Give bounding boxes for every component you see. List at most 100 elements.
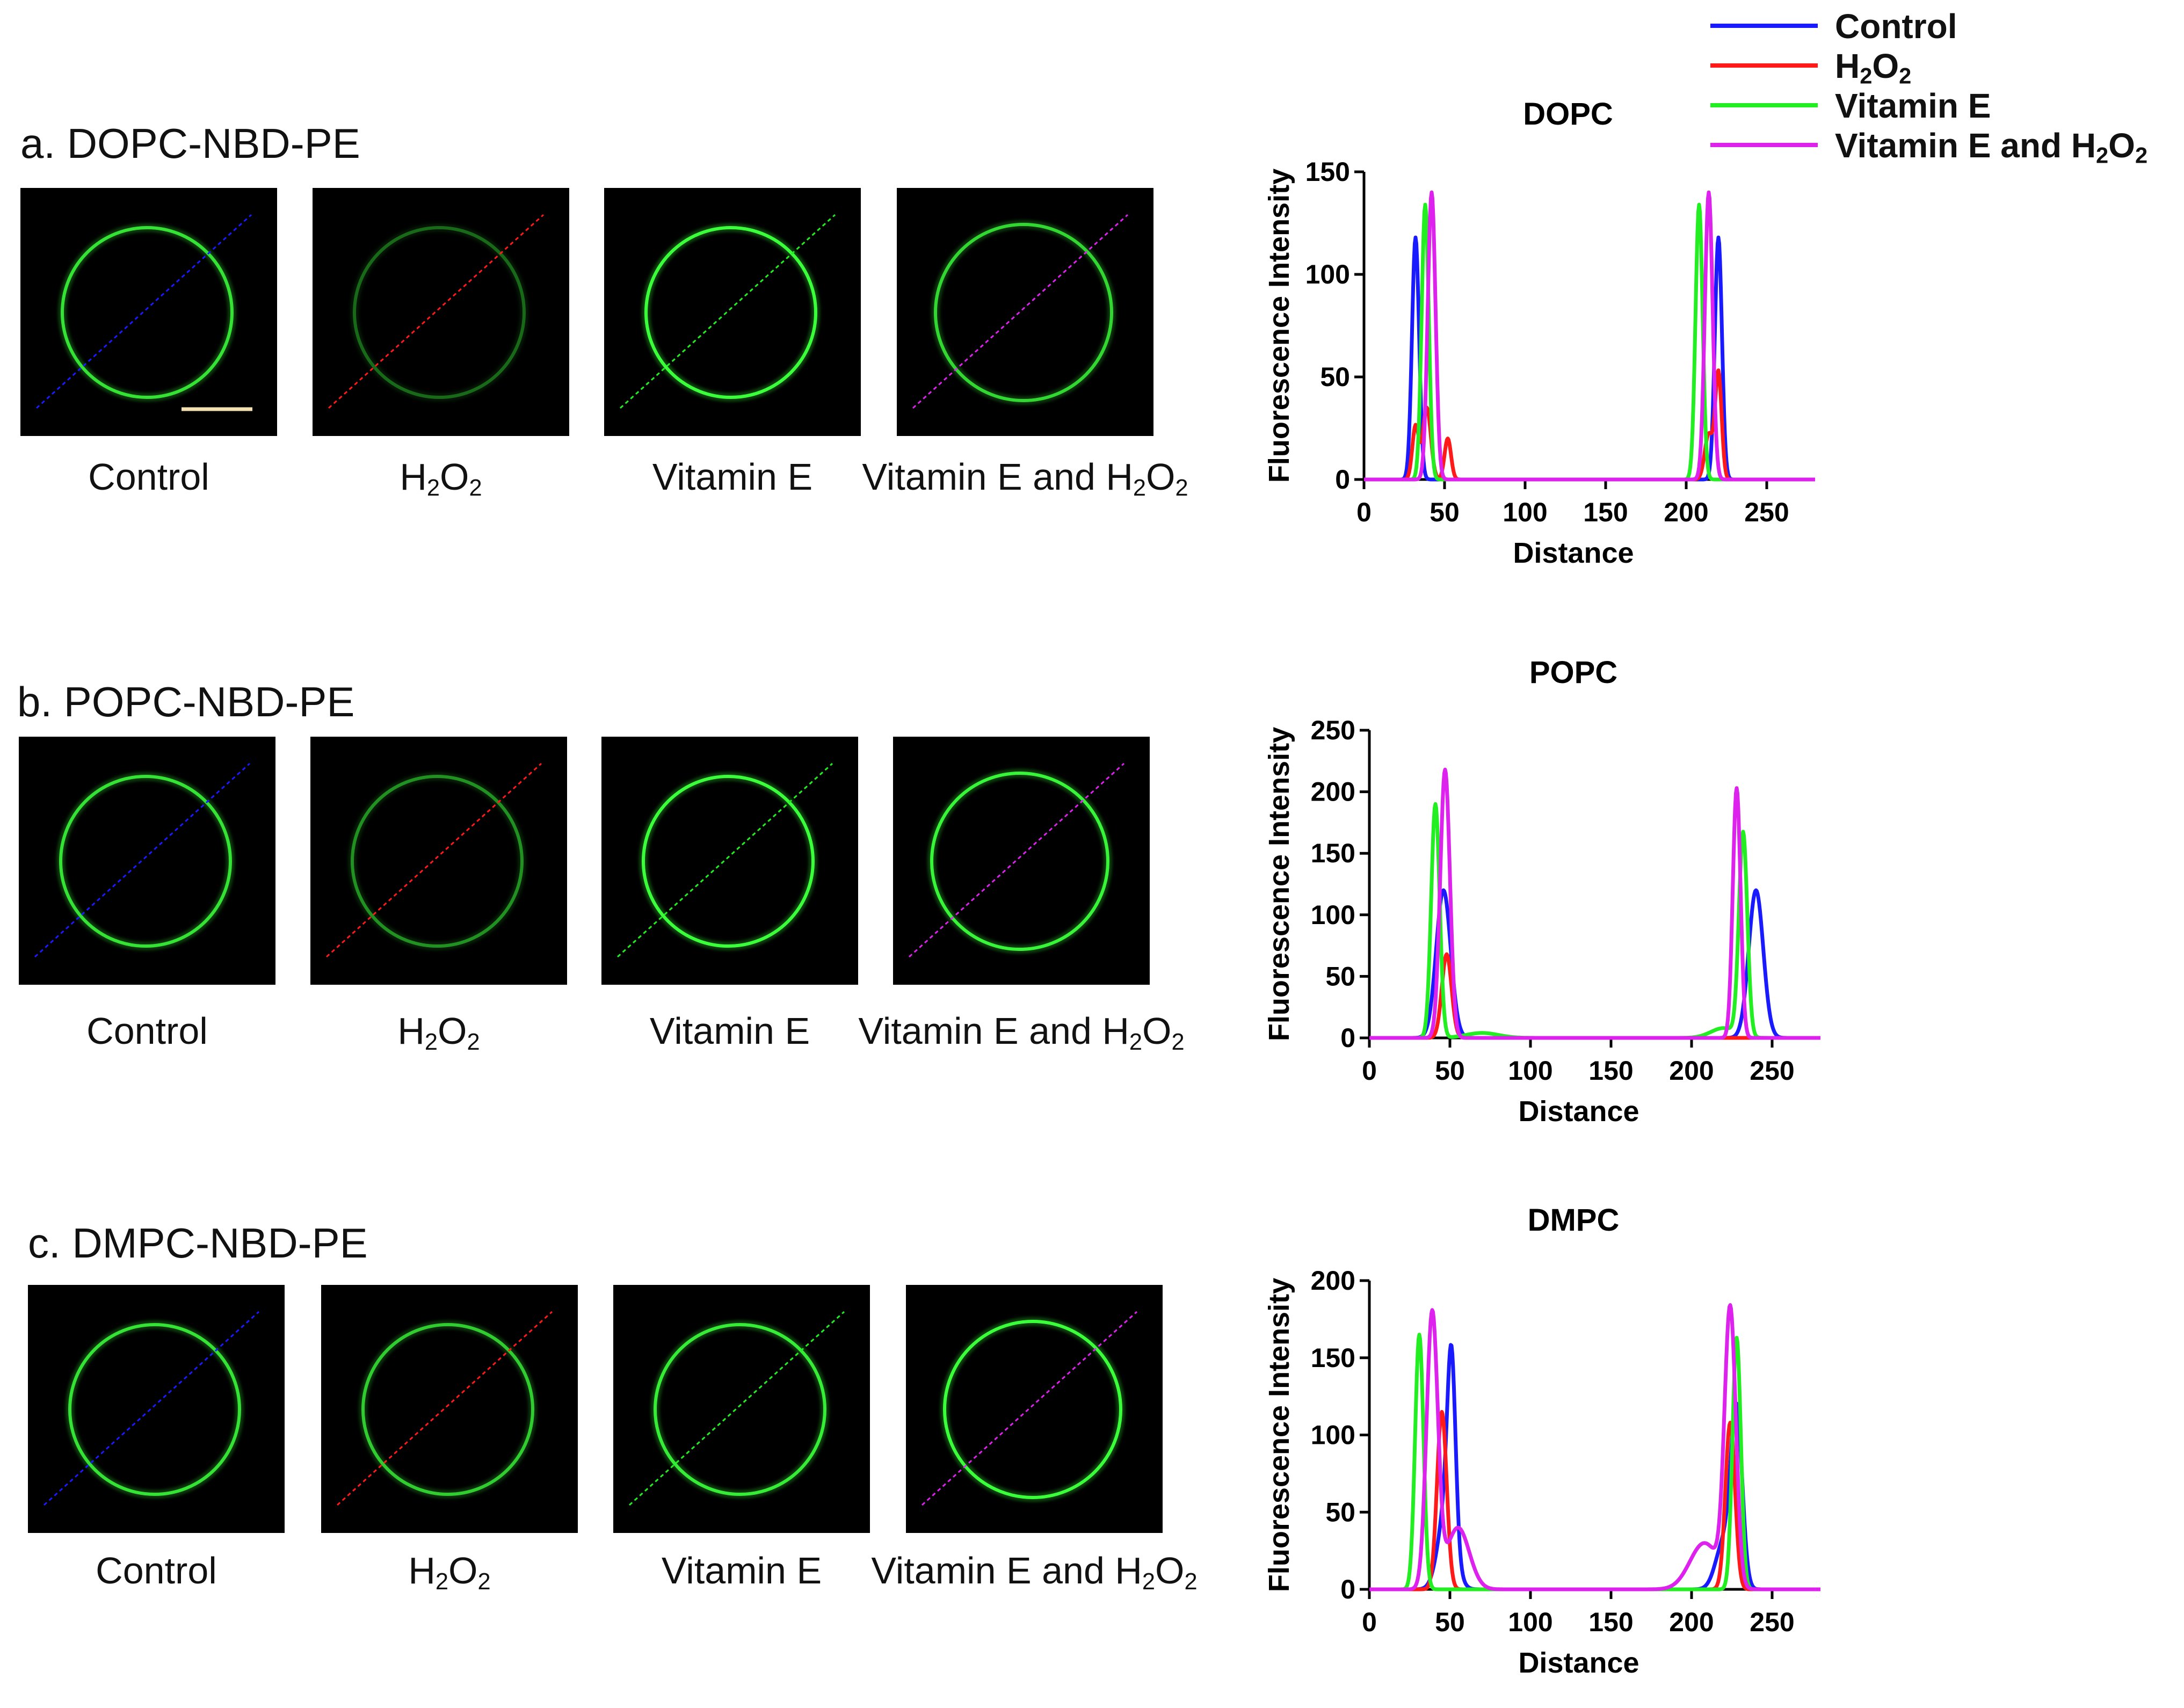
row-title-popc: b. POPC-NBD-PE — [17, 678, 355, 725]
chart-dopc: DOPC 0 50 100 150 200 250 0 50 100 150 Distance Fluo… — [1263, 97, 1816, 569]
micrograph-dmpc-h2o2 — [321, 1285, 578, 1533]
chart-popc: POPC 0 50 100 150 200 250 0 50 100 150 200 250 Distan… — [1263, 655, 1822, 1128]
legend-item: H2O2 — [1710, 46, 2183, 88]
line-profile-marker — [616, 762, 833, 958]
line-profile-marker — [908, 762, 1125, 958]
line-profile-marker — [35, 214, 252, 409]
chart-title: DOPC — [1523, 97, 1613, 132]
legend-label: Control — [1835, 7, 1957, 46]
caption-dmpc-vitamin_e: Vitamin E — [661, 1550, 822, 1591]
caption-popc-vitamin_e_h2o2: Vitamin E and H2O2 — [858, 1010, 1185, 1055]
caption-dopc-h2o2: H2O2 — [400, 456, 482, 501]
chart-dmpc: DMPC 0 50 100 150 200 250 0 50 100 150 200 Distance F… — [1263, 1203, 1822, 1679]
y-tick-label: 200 — [1311, 777, 1355, 807]
y-tick-label: 100 — [1305, 259, 1350, 289]
line-profile-marker — [628, 1311, 845, 1506]
line-profile-marker — [34, 762, 251, 958]
x-tick-label: 0 — [1362, 1607, 1377, 1637]
x-axis-label: Distance — [1518, 1095, 1639, 1128]
x-tick-label: 250 — [1744, 497, 1789, 527]
x-tick-label: 50 — [1435, 1056, 1465, 1086]
y-tick-label: 50 — [1325, 1497, 1355, 1527]
micrograph-dmpc-vitamin_e_h2o2 — [906, 1285, 1163, 1533]
caption-dmpc-vitamin_e_h2o2: Vitamin E and H2O2 — [871, 1550, 1198, 1595]
micrograph-dopc-vitamin_e — [604, 188, 861, 436]
x-tick-label: 150 — [1588, 1056, 1633, 1086]
caption-dmpc-control: Control — [96, 1550, 217, 1591]
y-tick-label: 150 — [1305, 157, 1350, 187]
legend-swatch — [1710, 143, 1818, 147]
x-tick-label: 250 — [1750, 1607, 1794, 1637]
micrograph-popc-control — [19, 737, 275, 985]
line-profile-marker — [619, 214, 836, 409]
line-profile-marker — [325, 762, 542, 958]
legend-item: Control — [1710, 6, 2183, 46]
line-profile-marker — [921, 1311, 1138, 1506]
x-tick-label: 100 — [1508, 1056, 1552, 1086]
y-tick-label: 150 — [1311, 1343, 1355, 1373]
x-tick-label: 250 — [1750, 1056, 1794, 1086]
y-axis-label: Fluorescence Intensity — [1263, 1278, 1295, 1592]
line-profile-marker — [912, 214, 1129, 409]
chart-legend: Control H2O2 Vitamin E Vitamin E and H2O2 — [1710, 6, 2183, 173]
y-tick-label: 150 — [1311, 838, 1355, 868]
legend-swatch — [1710, 103, 1818, 107]
caption-dopc-vitamin_e_h2o2: Vitamin E and H2O2 — [862, 456, 1188, 501]
legend-swatch — [1710, 63, 1818, 68]
x-tick-label: 50 — [1430, 497, 1460, 527]
caption-dopc-vitamin_e: Vitamin E — [652, 456, 813, 498]
legend-label: H2O2 — [1835, 47, 1912, 89]
caption-popc-vitamin_e: Vitamin E — [649, 1010, 810, 1052]
x-tick-label: 200 — [1664, 497, 1708, 527]
y-tick-label: 200 — [1311, 1266, 1355, 1296]
x-axis-label: Distance — [1518, 1647, 1639, 1679]
legend-label: Vitamin E and H2O2 — [1835, 126, 2148, 168]
x-tick-label: 100 — [1508, 1607, 1552, 1637]
micrograph-dopc-h2o2 — [313, 188, 569, 436]
chart-title: POPC — [1529, 655, 1617, 690]
series-line — [1368, 767, 1822, 1040]
y-tick-label: 0 — [1340, 1023, 1355, 1053]
line-profile-marker — [336, 1311, 553, 1506]
series-line — [1363, 202, 1816, 482]
micrograph-popc-vitamin_e_h2o2 — [893, 737, 1150, 985]
y-tick-label: 250 — [1311, 715, 1355, 745]
x-tick-label: 100 — [1503, 497, 1547, 527]
x-tick-label: 200 — [1669, 1056, 1714, 1086]
caption-dopc-control: Control — [88, 456, 209, 498]
micrograph-dmpc-vitamin_e — [613, 1285, 870, 1533]
y-tick-label: 100 — [1311, 900, 1355, 930]
legend-item: Vitamin E — [1710, 86, 2183, 125]
line-profile-marker — [328, 214, 545, 409]
x-axis-label: Distance — [1513, 537, 1634, 569]
legend-item: Vitamin E and H2O2 — [1710, 126, 2183, 168]
y-tick-label: 50 — [1320, 362, 1350, 392]
y-tick-label: 0 — [1340, 1574, 1355, 1604]
x-tick-label: 150 — [1588, 1607, 1633, 1637]
series-line — [1363, 190, 1816, 482]
y-axis-label: Fluorescence Intensity — [1263, 169, 1295, 483]
x-tick-label: 150 — [1583, 497, 1628, 527]
y-tick-label: 0 — [1335, 464, 1350, 495]
row-title-dopc: a. DOPC-NBD-PE — [20, 120, 360, 167]
x-tick-label: 50 — [1435, 1607, 1465, 1637]
x-tick-label: 0 — [1362, 1056, 1377, 1086]
micrograph-dopc-vitamin_e_h2o2 — [897, 188, 1153, 436]
legend-swatch — [1710, 24, 1818, 28]
micrograph-popc-h2o2 — [310, 737, 567, 985]
x-tick-label: 0 — [1356, 497, 1372, 527]
legend-label: Vitamin E — [1835, 86, 1991, 125]
micrograph-dopc-control — [20, 188, 277, 436]
y-tick-label: 50 — [1325, 961, 1355, 991]
caption-popc-h2o2: H2O2 — [397, 1010, 480, 1055]
y-tick-label: 100 — [1311, 1420, 1355, 1450]
y-axis-label: Fluorescence Intensity — [1263, 727, 1295, 1041]
x-tick-label: 200 — [1669, 1607, 1714, 1637]
chart-title: DMPC — [1528, 1203, 1620, 1238]
row-title-dmpc: c. DMPC-NBD-PE — [28, 1219, 368, 1267]
line-profile-marker — [43, 1311, 260, 1506]
micrograph-popc-vitamin_e — [601, 737, 858, 985]
caption-popc-control: Control — [86, 1010, 208, 1052]
micrograph-dmpc-control — [28, 1285, 285, 1533]
series-line — [1368, 1303, 1822, 1591]
